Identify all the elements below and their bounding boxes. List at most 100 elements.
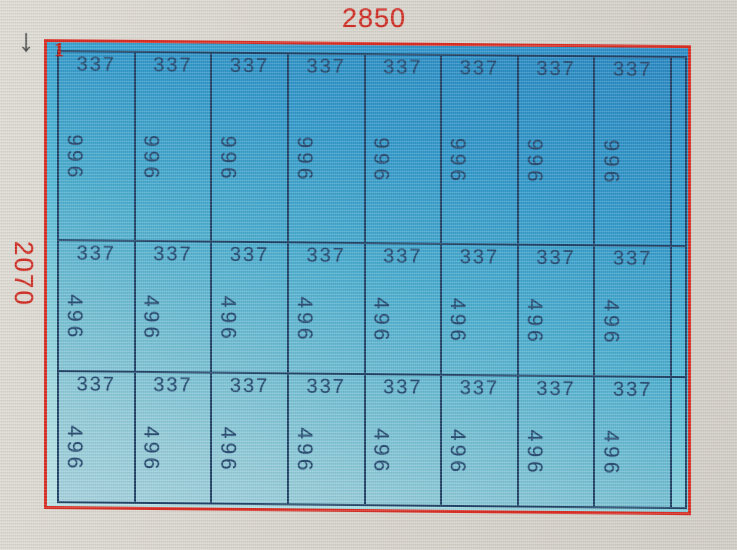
piece-height-label: 996 [369,137,393,185]
piece-width-label: 337 [613,378,653,401]
panel-piece[interactable]: 337 496 [59,372,136,502]
piece-width-label: 337 [536,246,576,270]
piece-height-area: 496 [289,268,364,374]
piece-height-area: 996 [59,76,134,240]
piece-height-area: 996 [519,81,594,245]
edge-offcut-strip[interactable] [672,58,685,245]
panel-piece[interactable]: 337 496 [442,375,519,506]
piece-height-label: 996 [292,136,316,184]
piece-height-area: 496 [366,268,441,374]
panel-piece[interactable]: 337 496 [212,373,289,504]
piece-width-label: 337 [383,245,423,268]
piece-height-area: 496 [519,270,594,376]
panel-piece[interactable]: 337 496 [365,375,443,505]
edge-offcut-strip[interactable] [672,247,685,376]
panel-piece[interactable]: 337 496 [595,246,672,377]
piece-height-area: 496 [595,401,670,507]
piece-height-label: 996 [522,138,546,186]
down-arrow-icon: ↓ [18,22,34,58]
piece-width-label: 337 [459,56,500,80]
piece-height-label: 496 [216,295,240,344]
panel-piece[interactable]: 337 496 [212,242,289,373]
piece-height-area: 496 [519,401,594,507]
panel-piece[interactable]: 337 996 [595,57,672,246]
panel-piece[interactable]: 337 496 [288,374,366,505]
piece-height-label: 496 [599,299,623,347]
piece-width-label: 337 [536,57,576,81]
panel-piece[interactable]: 337 496 [442,245,519,375]
grid-row: 337 496 337 496 337 496 337 496 337 496 337 496 337 4… [59,372,685,508]
piece-height-label: 496 [292,427,316,475]
piece-width-label: 337 [153,243,193,266]
piece-height-area: 996 [212,78,287,242]
piece-width-label: 337 [459,377,500,400]
piece-height-area: 996 [442,80,517,244]
panel-piece[interactable]: 337 496 [288,243,366,374]
panel-piece[interactable]: 337 496 [365,244,443,374]
sheet-outline[interactable]: 1 337 996 337 996 337 996 337 996 337 996 337 996 33… [44,39,691,516]
piece-height-label: 496 [292,296,316,344]
panel-piece[interactable]: 337 496 [135,242,213,372]
cutting-grid: 337 996 337 996 337 996 337 996 337 996 337 996 337 9… [57,50,687,510]
piece-width-label: 337 [153,54,193,77]
piece-height-area: 496 [59,396,134,502]
piece-width-label: 337 [613,247,653,271]
piece-height-area: 496 [442,269,517,375]
panel-piece[interactable]: 337 496 [518,245,596,376]
panel-piece[interactable]: 337 996 [135,52,213,241]
panel-piece[interactable]: 337 996 [212,53,289,242]
panel-piece[interactable]: 337 496 [59,241,136,371]
piece-height-label: 496 [522,298,546,346]
panel-piece[interactable]: 337 996 [59,52,136,241]
piece-height-label: 496 [446,428,470,477]
piece-width-label: 337 [153,374,193,397]
piece-height-area: 496 [59,265,134,371]
piece-height-label: 496 [63,425,86,473]
panel-piece[interactable]: 337 496 [518,376,596,507]
height-dimension-label: 2070 [9,241,39,307]
piece-height-label: 496 [599,430,623,478]
panel-piece[interactable]: 337 996 [518,56,596,245]
panel-piece[interactable]: 337 496 [135,372,213,503]
piece-width-label: 337 [229,243,270,267]
piece-height-label: 496 [369,297,393,345]
panel-piece[interactable]: 337 996 [288,54,366,243]
piece-width-label: 337 [229,54,270,78]
piece-height-area: 496 [366,399,441,505]
piece-width-label: 337 [306,244,346,268]
panel-piece[interactable]: 337 996 [365,55,443,244]
piece-width-label: 337 [229,374,270,398]
piece-height-label: 996 [63,134,86,182]
piece-width-label: 337 [76,373,116,396]
piece-height-area: 496 [136,397,211,503]
piece-height-label: 996 [139,134,163,183]
grid-row: 337 996 337 996 337 996 337 996 337 996 337 996 337 9… [59,52,685,248]
piece-height-area: 496 [595,270,670,376]
piece-height-area: 496 [212,267,287,373]
edge-offcut-strip[interactable] [672,378,685,507]
piece-height-label: 496 [139,295,163,343]
piece-width-label: 337 [76,53,116,76]
piece-width-label: 337 [306,55,346,78]
width-dimension-label: 2850 [342,3,407,33]
piece-height-label: 496 [369,428,393,476]
grid-row: 337 496 337 496 337 496 337 496 337 496 337 496 337 4… [59,241,685,379]
panel-piece[interactable]: 337 996 [442,55,519,244]
piece-width-label: 337 [459,246,500,269]
piece-width-label: 337 [306,375,346,398]
piece-height-area: 996 [136,77,211,241]
piece-height-area: 496 [136,266,211,372]
piece-height-label: 996 [216,135,240,183]
panel-piece[interactable]: 337 496 [595,377,672,508]
piece-height-label: 496 [446,297,470,346]
sheet-number-label: 1 [54,39,64,62]
piece-height-label: 496 [522,429,546,477]
piece-height-label: 496 [216,426,240,474]
piece-height-area: 496 [442,400,517,506]
piece-height-area: 496 [212,398,287,504]
piece-width-label: 337 [613,58,653,81]
piece-width-label: 337 [383,56,423,79]
piece-height-area: 496 [289,398,364,504]
piece-height-area: 996 [289,78,364,242]
